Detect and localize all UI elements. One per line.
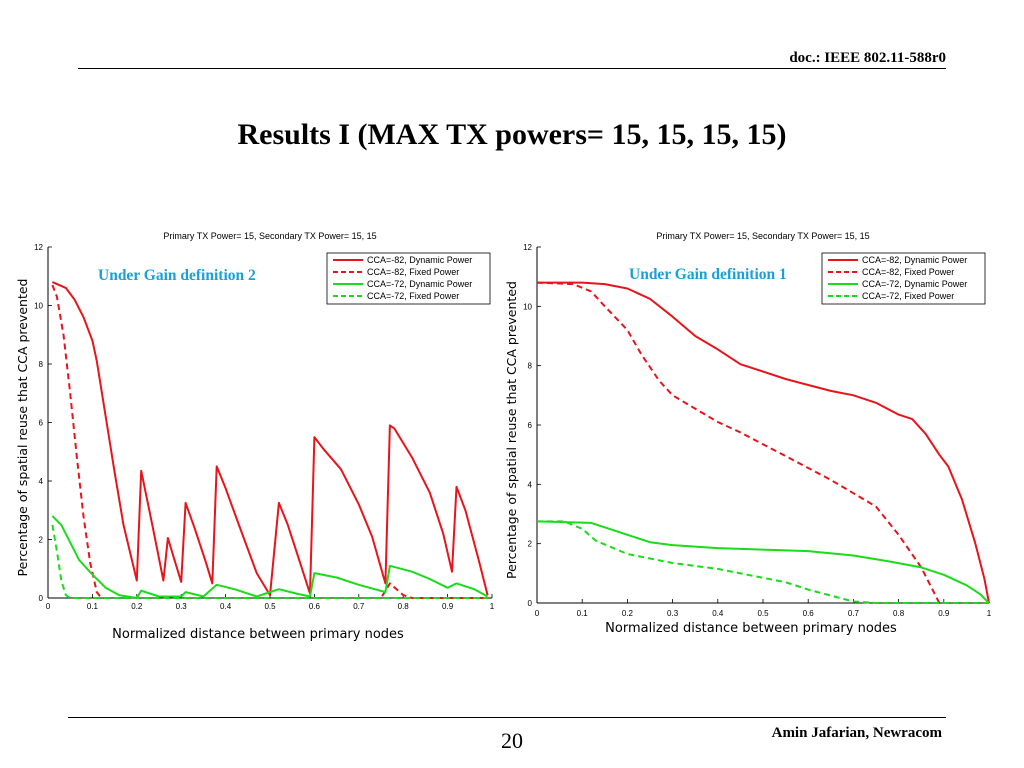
chart-1: Primary TX Power= 15, Secondary TX Power…	[15, 231, 495, 642]
y-tick-label: 8	[39, 360, 44, 369]
legend-entry: CCA=-72, Dynamic Power	[862, 279, 967, 289]
chart-2: Primary TX Power= 15, Secondary TX Power…	[504, 231, 992, 636]
legend-entry: CCA=-82, Dynamic Power	[862, 255, 967, 265]
y-tick-label: 4	[528, 480, 533, 489]
x-tick-label: 0.8	[893, 609, 905, 618]
header-divider	[78, 68, 946, 69]
footer-divider	[68, 717, 946, 718]
legend-box	[326, 252, 491, 305]
x-tick-label: 0.1	[577, 609, 589, 618]
y-tick-label: 0	[528, 599, 533, 608]
x-tick-label: 0.6	[803, 609, 815, 618]
series-line-4	[537, 520, 989, 604]
y-tick-label: 2	[39, 536, 44, 545]
x-tick-label: 0.4	[712, 609, 724, 618]
legend-entry: CCA=-82, Dynamic Power	[367, 255, 472, 265]
legend-box	[821, 252, 986, 305]
chart-title: Primary TX Power= 15, Secondary TX Power…	[656, 231, 869, 241]
x-tick-label: 0.4	[220, 602, 232, 611]
document-id: doc.: IEEE 802.11-588r0	[789, 50, 946, 66]
y-tick-label: 6	[528, 421, 533, 430]
x-tick-label: 0.8	[398, 602, 410, 611]
x-tick-label: 0.3	[667, 609, 679, 618]
legend-entry: CCA=-82, Fixed Power	[862, 267, 954, 277]
y-tick-label: 12	[523, 243, 532, 252]
x-tick-label: 0	[535, 609, 540, 618]
x-tick-label: 0	[46, 602, 51, 611]
legend: CCA=-82, Dynamic Power CCA=-82, Fixed Pow…	[821, 252, 986, 305]
series-line-2	[51, 284, 488, 599]
y-tick-label: 6	[39, 419, 44, 428]
page-number: 20	[501, 728, 523, 753]
series-line-3	[51, 515, 489, 599]
x-tick-label: 0.6	[309, 602, 321, 611]
legend-entry: CCA=-82, Fixed Power	[367, 267, 459, 277]
series-line-1	[537, 281, 990, 604]
gain-definition-annotation: Under Gain definition 1	[629, 266, 787, 283]
legend: CCA=-82, Dynamic Power CCA=-82, Fixed Pow…	[326, 252, 491, 305]
x-tick-label: 0.5	[757, 609, 769, 618]
x-tick-label: 0.9	[938, 609, 950, 618]
y-tick-label: 2	[528, 540, 533, 549]
chart-title: Primary TX Power= 15, Secondary TX Power…	[163, 231, 376, 241]
slide-title: Results I (MAX TX powers= 15, 15, 15, 15…	[237, 118, 787, 151]
x-tick-label: 1	[490, 602, 495, 611]
x-axis-label: Normalized distance between primary node…	[112, 627, 404, 642]
x-tick-label: 0.3	[176, 602, 188, 611]
legend-entry: CCA=-72, Fixed Power	[862, 291, 954, 301]
x-tick-label: 0.7	[848, 609, 860, 618]
x-tick-label: 0.2	[131, 602, 143, 611]
series-line-2	[536, 281, 989, 604]
y-tick-label: 0	[39, 594, 44, 603]
x-tick-label: 0.2	[622, 609, 634, 618]
y-tick-label: 12	[34, 243, 43, 252]
x-axis-label: Normalized distance between primary node…	[605, 621, 897, 636]
y-tick-label: 10	[523, 302, 532, 311]
x-tick-label: 1	[987, 609, 992, 618]
y-tick-label: 10	[34, 302, 43, 311]
y-tick-label: 8	[528, 362, 533, 371]
series-line-1	[52, 281, 489, 597]
y-axis-label: Percentage of spatial reuse that CCA pre…	[504, 281, 519, 579]
y-tick-label: 4	[39, 477, 44, 486]
x-tick-label: 0.1	[87, 602, 99, 611]
series-line-4	[51, 524, 488, 599]
author-name: Amin Jafarian, Newracom	[771, 725, 942, 741]
series-line-3	[536, 520, 990, 604]
legend-entry: CCA=-72, Dynamic Power	[367, 279, 472, 289]
gain-definition-annotation: Under Gain definition 2	[98, 267, 256, 284]
legend-entry: CCA=-72, Fixed Power	[367, 291, 459, 301]
x-tick-label: 0.9	[442, 602, 454, 611]
y-axis-label: Percentage of spatial reuse that CCA pre…	[15, 279, 30, 577]
x-tick-label: 0.5	[264, 602, 276, 611]
x-tick-label: 0.7	[353, 602, 365, 611]
